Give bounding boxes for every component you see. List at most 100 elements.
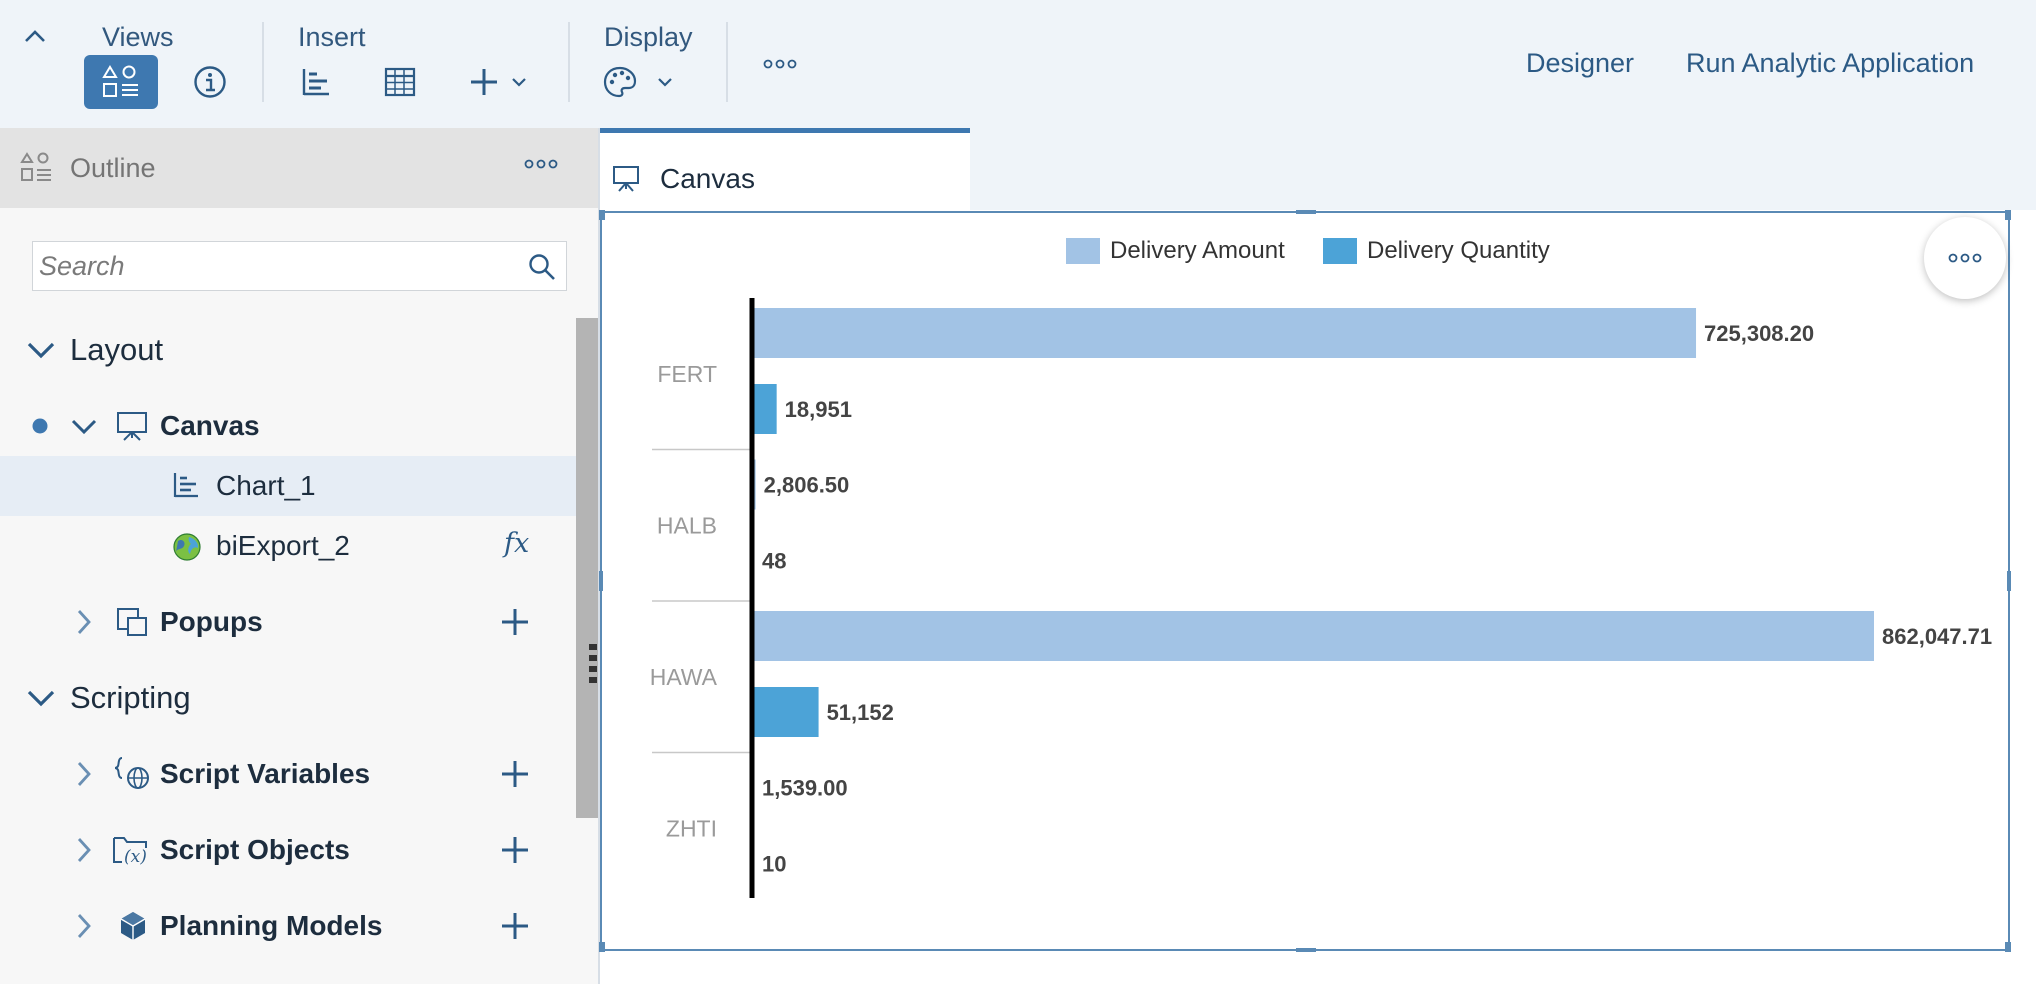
bar[interactable] (752, 687, 819, 737)
category-label: FERT (657, 361, 717, 387)
chevron-right-icon[interactable] (76, 760, 92, 788)
tab-canvas[interactable]: Canvas (600, 128, 970, 210)
display-group-label: Display (604, 22, 693, 52)
outline-more-button[interactable] (524, 158, 558, 170)
script-object-icon: (x) (113, 837, 147, 866)
outline-item-label: Planning Models (160, 910, 383, 941)
script-fx-icon[interactable]: fx (504, 528, 530, 559)
bar[interactable] (752, 384, 777, 434)
resize-handle-corner[interactable] (2005, 942, 2011, 952)
legend-item[interactable]: Delivery Quantity (1323, 237, 1550, 265)
bar-chart-icon (173, 473, 198, 498)
outline-item-label: Chart_1 (216, 470, 316, 501)
info-button[interactable] (186, 55, 234, 109)
resize-handle-bottom[interactable] (1296, 948, 1316, 952)
legend-label: Delivery Amount (1110, 237, 1285, 264)
chevron-down-icon[interactable] (70, 418, 98, 436)
resize-handle-corner[interactable] (599, 210, 605, 220)
insert-table-button[interactable] (376, 55, 424, 109)
data-label: 48 (762, 549, 786, 574)
editor-tab-bar: Canvas (600, 128, 2036, 210)
chart-widget[interactable]: Delivery Amount Delivery Quantity FERT 72… (599, 210, 2011, 952)
designer-button[interactable]: Designer (1526, 48, 1635, 78)
collapse-toolbar-button[interactable] (20, 24, 50, 48)
cube-icon (120, 912, 146, 940)
active-dot-icon (32, 418, 48, 434)
outline-item-label: Script Variables (160, 758, 371, 789)
add-script-variable-button[interactable] (500, 759, 530, 789)
outline-item-biexport-2[interactable]: biExport_2 fx (0, 516, 576, 576)
table-icon (384, 67, 416, 97)
layout-section-header[interactable]: Layout (0, 320, 576, 380)
popup-icon (117, 608, 147, 636)
plus-dropdown-icon (471, 69, 526, 95)
resize-handle-right[interactable] (2007, 571, 2011, 591)
tab-canvas-label: Canvas (660, 163, 755, 194)
insert-more-dropdown[interactable] (462, 55, 536, 109)
more-horizontal-icon (524, 159, 558, 169)
toolbar-separator (568, 22, 570, 102)
outline-view-button[interactable] (84, 55, 158, 109)
resize-handle-corner[interactable] (599, 942, 605, 952)
outline-icon (20, 152, 51, 181)
display-theme-dropdown[interactable] (600, 55, 678, 109)
toolbar-overflow-button[interactable] (756, 44, 804, 84)
chevron-right-icon[interactable] (76, 836, 92, 864)
outline-item-label: Popups (160, 606, 263, 637)
chevron-down-icon (27, 690, 55, 707)
outline-item-canvas[interactable]: Canvas (0, 396, 576, 456)
outline-item-popups[interactable]: Popups (0, 592, 576, 652)
outline-item-label: biExport_2 (216, 530, 350, 561)
globe-export-icon (173, 533, 201, 561)
category-label: HAWA (650, 664, 718, 690)
more-horizontal-icon (1948, 253, 1982, 263)
scripting-section-header[interactable]: Scripting (0, 668, 576, 728)
resize-handle-corner[interactable] (2005, 210, 2011, 220)
scripting-section-label: Scripting (70, 680, 191, 715)
svg-text:(x): (x) (124, 847, 147, 866)
outline-item-script-objects[interactable]: (x) Script Objects (0, 820, 576, 880)
canvas-icon (613, 166, 639, 192)
bar-chart: FERT 725,308.20 18,951 HALB 2,806.50 48 HAWA 86… (650, 298, 1992, 898)
bar[interactable] (752, 308, 1697, 358)
outline-search-field (32, 241, 567, 291)
legend-item[interactable]: Delivery Amount (1066, 237, 1285, 265)
outline-item-script-variables[interactable]: Script Variables (0, 744, 576, 804)
chevron-right-icon[interactable] (76, 912, 92, 940)
toolbar-separator (726, 22, 728, 102)
more-horizontal-icon (763, 59, 797, 69)
panel-splitter[interactable] (598, 128, 600, 984)
resize-handle-top[interactable] (1296, 210, 1316, 214)
data-label: 1,539.00 (762, 776, 848, 801)
insert-group-label: Insert (298, 22, 366, 52)
outline-item-planning-models[interactable]: Planning Models (0, 896, 576, 956)
layout-section-label: Layout (70, 332, 164, 367)
data-label: 725,308.20 (1704, 321, 1814, 346)
resize-grip-icon[interactable] (589, 644, 597, 684)
data-label: 18,951 (785, 397, 852, 422)
chevron-right-icon[interactable] (76, 608, 92, 636)
chevron-up-icon (25, 30, 45, 42)
insert-chart-button[interactable] (294, 55, 338, 109)
data-label: 2,806.50 (764, 473, 850, 498)
category-label: HALB (657, 512, 717, 538)
resize-handle-left[interactable] (599, 571, 603, 591)
search-input[interactable] (39, 246, 499, 286)
shapes-list-icon (102, 65, 138, 97)
add-planning-model-button[interactable] (500, 911, 530, 941)
legend-label: Delivery Quantity (1367, 237, 1550, 264)
bar[interactable] (752, 611, 1874, 661)
views-group-label: Views (102, 22, 174, 52)
add-popup-button[interactable] (500, 607, 530, 637)
category-label: ZHTI (666, 815, 717, 841)
run-analytic-application-button[interactable]: Run Analytic Application (1686, 48, 1975, 78)
outline-item-label: Canvas (160, 410, 260, 441)
toolbar: Views Insert (0, 0, 2036, 128)
outline-scrollbar[interactable] (576, 318, 600, 818)
search-icon[interactable] (528, 253, 556, 281)
outline-item-chart-1[interactable]: Chart_1 (0, 456, 576, 516)
data-label: 51,152 (827, 700, 894, 725)
chart-more-button[interactable] (1924, 217, 2006, 299)
palette-icon (603, 66, 672, 98)
add-script-object-button[interactable] (500, 835, 530, 865)
